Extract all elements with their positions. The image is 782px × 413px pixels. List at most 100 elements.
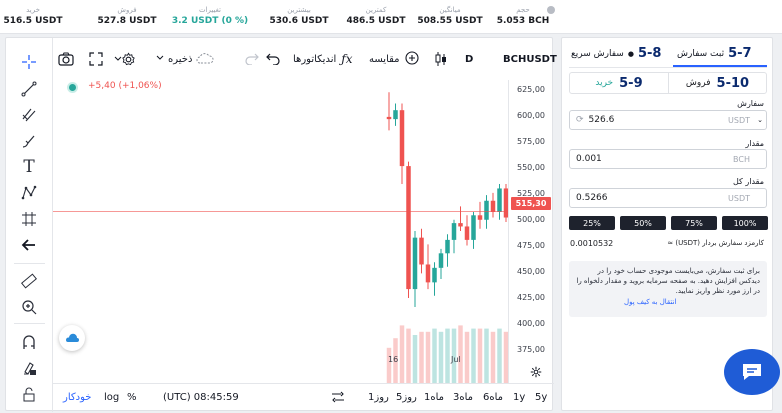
ruler-icon[interactable]	[19, 271, 39, 291]
stat-value: 527.8 USDT	[97, 16, 157, 26]
price-axis[interactable]: 625,00 600,00 575,00 550,00 525,00 500,0…	[508, 80, 554, 383]
date-range-icon[interactable]	[331, 391, 345, 406]
candle-body	[419, 237, 424, 265]
volume-bar	[464, 331, 470, 383]
price-tick: 575,00	[517, 137, 545, 146]
compare-button[interactable]: مقایسه	[369, 49, 419, 69]
volume-bar	[412, 335, 418, 383]
tab-quick-tag: 5-8	[637, 46, 662, 61]
arrow-left-icon[interactable]	[19, 235, 39, 255]
total-value: 0.5266	[576, 193, 608, 203]
stat-label: کمترین	[365, 6, 387, 14]
percent-scale-toggle[interactable]: %	[127, 392, 137, 403]
range-1m[interactable]: 1ماه	[424, 392, 445, 403]
volume-bar	[484, 328, 489, 383]
volume-bar	[399, 325, 405, 383]
stat-label: میانگین	[439, 6, 461, 14]
percent-25-button[interactable]: 25%	[569, 216, 615, 230]
price-unit: USDT	[728, 115, 750, 125]
chevron-down-icon[interactable]	[114, 49, 122, 69]
range-5y[interactable]: 5y	[535, 392, 548, 403]
chat-icon	[743, 364, 761, 380]
wallet-transfer-link[interactable]: انتقال به کیف پول	[624, 298, 677, 306]
fee-label: کارمزد سفارش بردار (USDT) ≈	[667, 239, 764, 247]
candlestick-chart: 16 Jul	[53, 92, 522, 383]
info-icon[interactable]	[547, 6, 555, 14]
auto-scale-toggle[interactable]: خودکار	[63, 392, 92, 403]
range-3m[interactable]: 3ماه	[453, 392, 474, 403]
stat-value: 486.5 USDT	[346, 16, 406, 26]
interval-selector[interactable]: D	[465, 53, 474, 65]
fib-tool-icon[interactable]	[19, 105, 39, 125]
crosshair-icon[interactable]	[19, 52, 39, 72]
tab-order-tag: 5-7	[728, 46, 752, 61]
volume-bar	[438, 331, 444, 383]
redo-icon[interactable]	[245, 49, 259, 69]
stat-buy: خرید 516.5 USDT	[0, 5, 78, 28]
price-tick: 625,00	[517, 85, 545, 94]
stat-low: کمترین 486.5 USDT	[331, 5, 421, 28]
log-scale-toggle[interactable]: log	[104, 392, 120, 403]
lock-drawing-icon[interactable]	[19, 358, 39, 378]
unlock-icon[interactable]	[19, 384, 39, 404]
symbol-label[interactable]: BCHUSDT	[503, 53, 557, 65]
indicators-button[interactable]: اندیکاتورها ƒx	[293, 49, 352, 69]
chart-bottom-bar: خودکار log % (UTC) 08:45:59 1روز 5روز 1م…	[53, 383, 554, 412]
candle-body	[432, 267, 437, 283]
total-field[interactable]: 0.5266 USDT	[569, 188, 767, 208]
amount-field-label: مقدار	[745, 139, 764, 148]
range-1y[interactable]: 1y	[513, 392, 526, 403]
buy-side-button[interactable]: خرید 5-9	[570, 73, 668, 93]
candle-body	[438, 253, 444, 268]
undo-icon[interactable]	[266, 49, 280, 69]
chevron-down-icon	[156, 54, 164, 65]
tab-quick-info-dot: ●	[627, 49, 634, 58]
stat-sell: فروش 527.8 USDT	[82, 5, 172, 28]
candles-chart-type-icon[interactable]	[434, 49, 448, 69]
compare-label: مقایسه	[369, 53, 400, 65]
chevron-down-icon[interactable]: ⌄	[757, 116, 763, 124]
text-tool-icon[interactable]: T	[23, 157, 35, 177]
sell-side-button[interactable]: فروش 5-10	[668, 73, 766, 93]
brush-icon[interactable]	[19, 131, 39, 151]
tradingview-logo[interactable]	[59, 325, 85, 351]
volume-bar	[386, 347, 392, 383]
camera-icon[interactable]	[58, 49, 74, 69]
volume-bar	[490, 331, 496, 383]
tab-place-order[interactable]: ثبت سفارش 5-7	[677, 46, 752, 61]
toolbar-divider	[14, 263, 45, 264]
save-layout-button[interactable]: ذخیره	[156, 49, 214, 69]
amount-field[interactable]: 0.001 BCH	[569, 149, 767, 169]
order-panel: سفارش سریع ● 5-8 ثبت سفارش 5-7 خرید 5-9 …	[561, 37, 773, 411]
settings-gear-icon[interactable]	[121, 49, 136, 69]
magnet-icon[interactable]	[19, 332, 39, 352]
candle-body	[490, 200, 496, 212]
stat-average: میانگین 508.55 USDT	[405, 5, 495, 28]
chat-support-button[interactable]	[724, 349, 780, 395]
utc-clock[interactable]: (UTC) 08:45:59	[163, 392, 239, 403]
refresh-icon[interactable]: ⟳	[576, 115, 584, 125]
active-tab-underline	[673, 65, 767, 67]
range-6m[interactable]: 6ماه	[483, 392, 504, 403]
percent-75-button[interactable]: 75%	[671, 216, 717, 230]
percent-100-button[interactable]: 100%	[722, 216, 768, 230]
range-1d[interactable]: 1روز	[368, 392, 389, 403]
stat-value: 508.55 USDT	[417, 16, 483, 26]
pattern-tool-icon[interactable]	[19, 183, 39, 203]
volume-bar	[471, 328, 476, 383]
price-tick: 375,00	[517, 345, 545, 354]
tab-quick-order[interactable]: سفارش سریع ● 5-8	[571, 46, 661, 61]
trend-line-icon[interactable]	[19, 79, 39, 99]
percent-50-button[interactable]: 50%	[620, 216, 666, 230]
axis-settings-icon[interactable]	[530, 363, 542, 382]
price-field[interactable]: ⟳ 526.6 USDT ⌄	[569, 110, 767, 130]
price-plot-area[interactable]: 16 Jul +5,40 (+1,06%)	[53, 80, 522, 383]
fullscreen-icon[interactable]	[89, 49, 103, 69]
price-tick: 550,00	[517, 163, 545, 172]
measure-tool-icon[interactable]	[19, 209, 39, 229]
volume-bar	[432, 328, 437, 383]
price-value: 526.6	[588, 115, 615, 125]
amount-value: 0.001	[576, 154, 602, 164]
zoom-in-icon[interactable]	[19, 297, 39, 317]
range-5d[interactable]: 5روز	[396, 392, 417, 403]
